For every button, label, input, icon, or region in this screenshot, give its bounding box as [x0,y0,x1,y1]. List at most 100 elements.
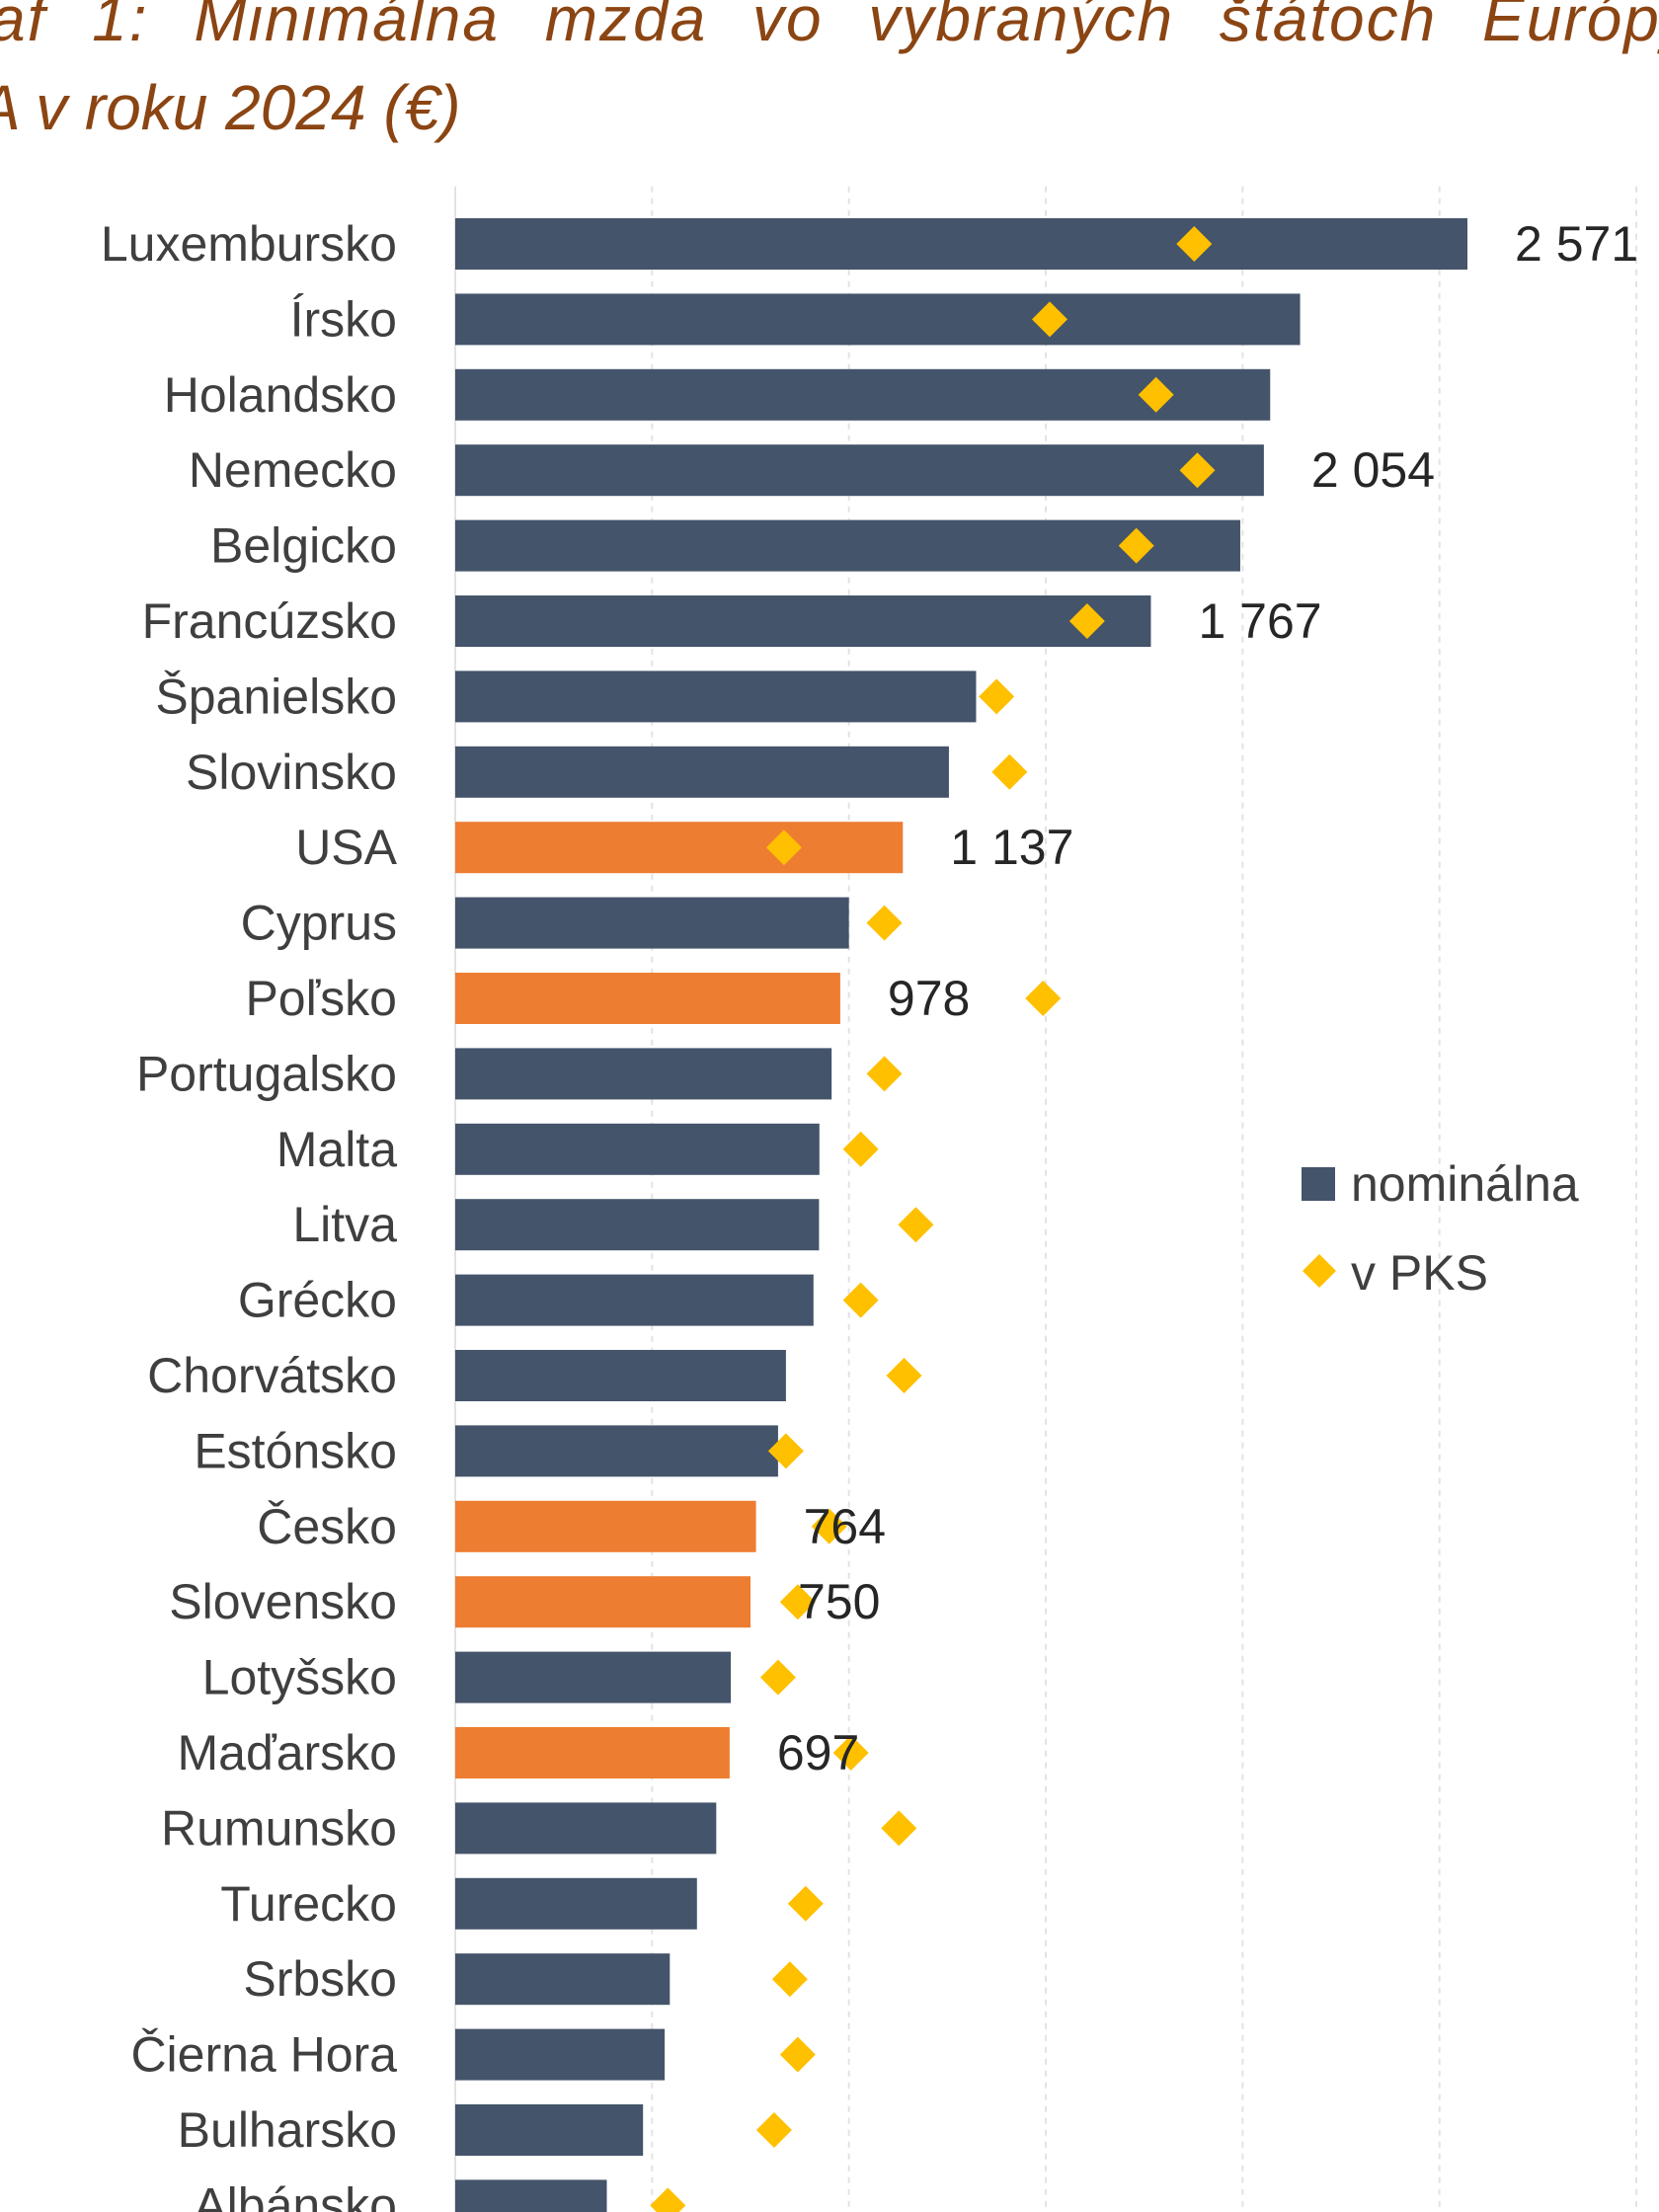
bar-row-2 [455,368,1271,421]
pps-marker-row-6 [979,678,1015,715]
pps-marker-row-12 [842,1131,879,1167]
bar-row-21 [455,1802,717,1855]
bar-row-20 [455,1727,730,1778]
category-label-13: Litva [292,1197,397,1252]
pps-marker-row-14 [842,1282,879,1318]
legend-marker-pps [1303,1254,1336,1288]
pps-marker-row-26 [650,2187,686,2212]
pps-marker-row-21 [881,1810,917,1847]
data-label-3: 1 137 [950,820,1073,875]
bar-row-19 [455,1651,732,1703]
category-label-12: Malta [276,1122,397,1177]
bar-row-13 [455,1199,820,1251]
category-label-18: Slovensko [169,1574,397,1629]
category-label-6: Španielsko [155,669,397,724]
pps-marker-row-24 [779,2036,816,2073]
pps-marker-row-20 [832,1735,869,1771]
data-label-7: 697 [777,1725,859,1780]
bar-row-25 [455,2104,644,2156]
bar-row-23 [455,1953,671,2006]
bar-row-24 [455,2028,666,2081]
category-label-16: Estónsko [194,1423,397,1478]
category-label-19: Lotyšsko [202,1650,397,1705]
pps-marker-row-23 [771,1961,808,1998]
pps-marker-row-25 [755,2112,792,2148]
pps-marker-row-8 [765,830,802,866]
bar-row-1 [455,293,1301,346]
pps-marker-row-4 [1118,527,1154,564]
category-label-26: Albánsko [194,2177,397,2212]
pps-marker-row-3 [1179,452,1216,489]
category-label-8: USA [295,820,397,875]
chart-title-line-1: af 1: Minimálna mzda vo vybraných štátoc… [0,0,1659,54]
pps-marker-row-10 [1025,981,1062,1016]
category-label-3: Nemecko [189,442,397,498]
bar-row-6 [455,671,977,723]
category-label-22: Turecko [220,1876,397,1932]
pps-markers [650,226,1216,2212]
pps-marker-row-7 [991,753,1028,790]
bar-row-15 [455,1350,786,1401]
pps-marker-row-15 [886,1358,922,1393]
bar-row-4 [455,519,1240,572]
category-label-17: Česko [257,1499,397,1554]
bar-row-9 [455,897,849,949]
category-label-15: Chorvátsko [147,1348,397,1403]
category-label-7: Slovinsko [186,745,397,800]
data-label-1: 2 054 [1311,442,1435,498]
legend-swatch-nominal [1302,1167,1335,1201]
pps-marker-row-5 [1068,603,1105,639]
data-labels: 2 571 2 054 1 767 1 137 978 764 750 697 [777,216,1638,1780]
bar-row-8 [455,822,904,874]
category-label-0: Luxembursko [101,216,397,272]
bar-row-12 [455,1123,820,1175]
data-label-6: 750 [798,1574,880,1629]
category-label-14: Grécko [238,1273,397,1328]
bar-row-0 [455,218,1467,270]
data-label-2: 1 767 [1198,593,1321,649]
pps-marker-row-22 [787,1885,824,1922]
bar-row-22 [455,1877,697,1930]
pps-marker-row-11 [866,1056,903,1092]
bar-row-10 [455,973,840,1024]
category-label-11: Portugalsko [136,1046,397,1101]
legend-label-pps: v PKS [1351,1245,1488,1301]
chart-title-line-2: A v roku 2024 (€) [0,72,461,143]
category-label-2: Holandsko [164,367,397,423]
pps-marker-row-0 [1176,226,1213,262]
category-label-10: Poľsko [245,971,397,1026]
legend: nominálna v PKS [1302,1156,1579,1301]
bar-row-18 [455,1576,751,1628]
data-label-0: 2 571 [1515,216,1638,272]
bar-row-17 [455,1500,756,1552]
category-labels: Luxembursko Írsko Holandsko Nemecko Belgicko… [101,216,398,2212]
category-label-25: Bulharsko [178,2102,397,2158]
bars [455,218,1467,2212]
category-label-23: Srbsko [243,1951,397,2007]
bar-row-16 [455,1425,778,1477]
bar-row-5 [455,595,1151,647]
category-label-5: Francúzsko [142,593,397,649]
bar-row-14 [455,1274,814,1326]
bar-row-7 [455,746,949,798]
category-label-4: Belgicko [210,518,397,574]
category-label-9: Cyprus [241,896,397,951]
pps-marker-row-13 [898,1207,934,1243]
category-label-1: Írsko [290,291,397,347]
pps-marker-row-1 [1032,301,1068,338]
pps-marker-row-19 [759,1659,796,1696]
bar-row-26 [455,2179,607,2212]
pps-marker-row-16 [767,1433,804,1469]
data-label-4: 978 [888,971,970,1026]
category-label-21: Rumunsko [161,1800,397,1856]
bar-row-3 [455,444,1264,497]
data-label-5: 764 [804,1499,886,1554]
pps-marker-row-18 [779,1584,816,1620]
legend-label-nominal: nominálna [1351,1156,1579,1212]
pps-marker-row-9 [866,905,903,941]
pps-marker-row-2 [1138,376,1174,413]
chart-title: af 1: Minimálna mzda vo vybraných štátoc… [0,0,1659,168]
category-label-24: Čierna Hora [130,2027,397,2083]
bar-row-11 [455,1048,832,1100]
